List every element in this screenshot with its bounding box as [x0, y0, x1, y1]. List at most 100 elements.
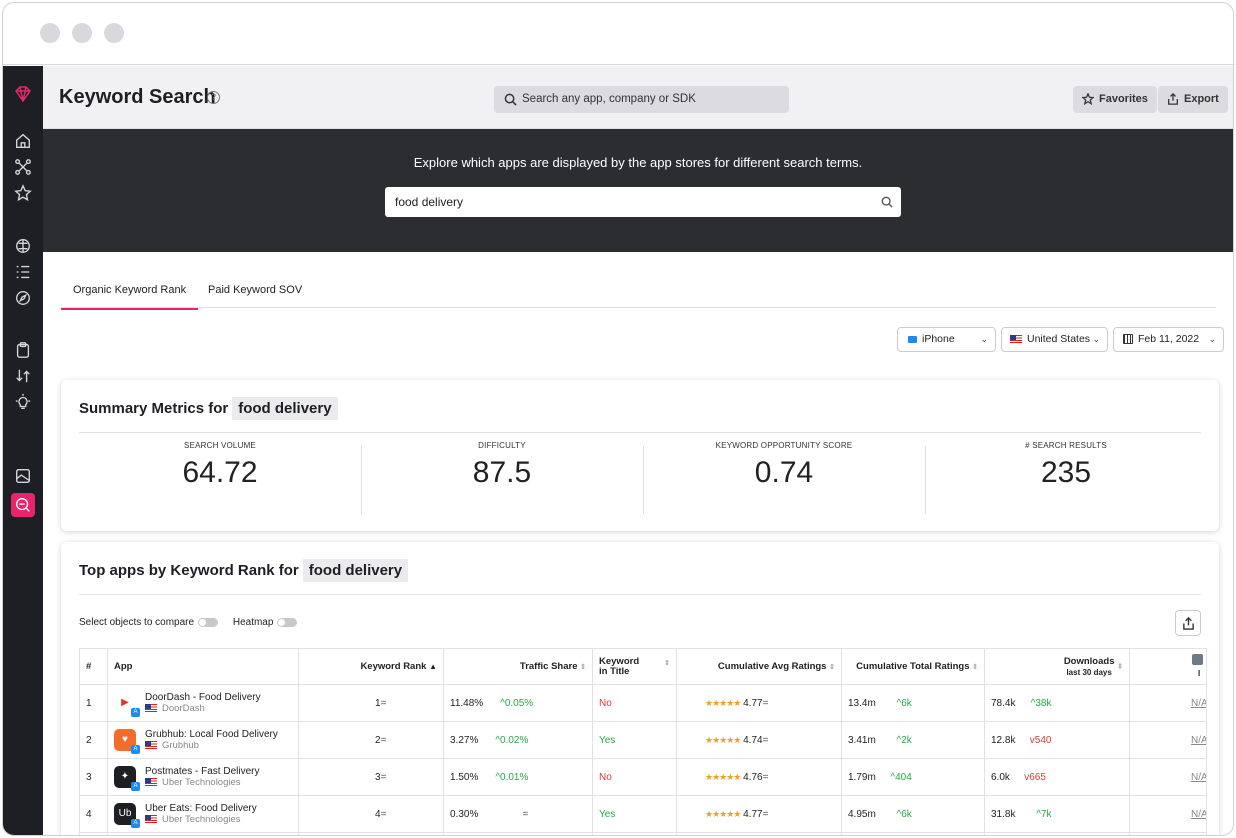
col-header-sublabel: last 30 days: [1066, 667, 1112, 677]
compare-toggle[interactable]: [198, 617, 219, 627]
avg-rating: 4.77: [743, 697, 763, 709]
search-icon[interactable]: [881, 196, 893, 208]
col-header-total-ratings[interactable]: Cumulative Total Ratings ⇕: [841, 648, 985, 685]
extra-cell[interactable]: N/A: [1129, 721, 1207, 759]
divider: [79, 594, 1201, 595]
global-search-input[interactable]: Search any app, company or SDK: [494, 86, 789, 113]
favorites-button[interactable]: Favorites: [1073, 86, 1157, 113]
network-icon[interactable]: [11, 155, 35, 179]
app-developer[interactable]: Grubhub: [162, 740, 199, 751]
compare-icon[interactable]: [11, 364, 35, 388]
col-header-keyword-rank[interactable]: Keyword Rank ▲: [298, 648, 444, 685]
downloads-cell: [984, 832, 1130, 835]
sort-icon: ⇕: [580, 664, 586, 671]
app-name[interactable]: DoorDash - Food Delivery: [145, 692, 261, 703]
app-developer[interactable]: DoorDash: [162, 703, 205, 714]
date-select[interactable]: Feb 11, 2022 ⌄: [1113, 327, 1224, 352]
traffic-share-cell: [443, 832, 593, 835]
traffic-share-cell: 11.48% ^0.05%: [443, 684, 593, 722]
device-select[interactable]: iPhone ⌄: [897, 327, 996, 352]
app-name[interactable]: Uber Eats: Food Delivery: [145, 803, 257, 814]
brain-icon[interactable]: [11, 234, 35, 258]
country-select[interactable]: United States ⌄: [1001, 327, 1108, 352]
keyword-search-input[interactable]: food delivery: [385, 187, 901, 217]
rating-change: =: [762, 771, 769, 783]
window-minimize-dot[interactable]: [72, 23, 92, 43]
top-apps-card: Top apps by Keyword Rank for food deliver…: [61, 542, 1219, 835]
col-header-sublabel: l: [1198, 669, 1201, 678]
app-cell[interactable]: ▶ A DoorDash - Food Delivery DoorDash: [107, 684, 299, 722]
export-label: Export: [1184, 93, 1219, 105]
traffic-share: 3.27%: [450, 734, 479, 746]
home-icon[interactable]: [11, 129, 35, 153]
tab-organic-keyword-rank[interactable]: Organic Keyword Rank: [61, 284, 199, 310]
global-search-placeholder: Search any app, company or SDK: [522, 93, 696, 105]
app-cell[interactable]: ✦ A Postmates - Fast Delivery Uber Technolo…: [107, 758, 299, 796]
app-developer[interactable]: Uber Technologies: [162, 777, 241, 788]
page-title: Keyword Search: [59, 86, 216, 108]
app-store-icon: A: [131, 782, 140, 791]
chevron-down-icon: ⌄: [1092, 334, 1100, 344]
table-row[interactable]: [79, 832, 1207, 835]
extra-cell[interactable]: N/A: [1129, 684, 1207, 722]
window-close-dot[interactable]: [40, 23, 60, 43]
keyword-rank-cell: [298, 832, 444, 835]
lightbulb-icon[interactable]: [11, 390, 35, 414]
image-icon[interactable]: [11, 464, 35, 488]
sort-icon: ⇕: [1117, 663, 1123, 670]
chevron-right-icon[interactable]: [1192, 654, 1203, 665]
table-row[interactable]: 3 ✦ A Postmates - Fast Delivery Uber Technol…: [79, 758, 1207, 796]
tab-paid-keyword-sov[interactable]: Paid Keyword SOV: [208, 284, 303, 296]
star-icon[interactable]: [11, 181, 35, 205]
table-export-button[interactable]: [1175, 610, 1201, 636]
total-ratings-cell: 4.95m ^6k: [841, 795, 985, 833]
rating-stars-icon: ★★★★★: [705, 771, 741, 782]
avg-ratings-cell: [676, 832, 842, 835]
extra-cell[interactable]: N/A: [1129, 758, 1207, 796]
keyword-search-icon[interactable]: [11, 493, 35, 517]
avg-ratings-cell: ★★★★★ 4.77 =: [676, 684, 842, 722]
app-name[interactable]: Grubhub: Local Food Delivery: [145, 729, 278, 740]
col-header-app[interactable]: App: [107, 648, 299, 685]
calendar-icon: [1123, 334, 1133, 345]
hero-banner: Explore which apps are displayed by the …: [43, 129, 1233, 252]
row-num: [79, 832, 108, 835]
keyword-rank-cell: 1 =: [298, 684, 444, 722]
table-row[interactable]: 2 ♥ A Grubhub: Local Food Delivery Grubhub 2 =…: [79, 721, 1207, 759]
total-change: ^404: [890, 771, 912, 783]
logo-icon[interactable]: [11, 82, 35, 106]
col-header-downloads[interactable]: Downloads last 30 days ⇕: [984, 648, 1130, 685]
col-header-avg-ratings[interactable]: Cumulative Avg Ratings ⇕: [676, 648, 842, 685]
traffic-share: 11.48%: [450, 697, 484, 709]
metric-value: 87.5: [472, 456, 532, 489]
list-icon[interactable]: [11, 260, 35, 284]
downloads: 12.8k: [991, 734, 1016, 746]
app-name[interactable]: Postmates - Fast Delivery: [145, 766, 260, 777]
app-cell[interactable]: Ub A Uber Eats: Food Delivery Uber Technolo…: [107, 795, 299, 833]
app-developer[interactable]: Uber Technologies: [162, 814, 241, 825]
keyword-in-title: No: [592, 758, 677, 796]
metric-opportunity-score: KEYWORD OPPORTUNITY SCORE 0.74: [643, 441, 925, 490]
heatmap-toggle[interactable]: [277, 617, 298, 627]
compass-icon[interactable]: [11, 286, 35, 310]
sidebar: [3, 66, 43, 835]
table-row[interactable]: 4 Ub A Uber Eats: Food Delivery Uber Technol…: [79, 795, 1207, 833]
clipboard-icon[interactable]: [11, 338, 35, 362]
col-header-keyword-in-title[interactable]: Keyword in Title ⇕: [592, 648, 677, 685]
hero-description: Explore which apps are displayed by the …: [413, 155, 863, 170]
share-icon: [1183, 617, 1194, 630]
help-icon[interactable]: ?: [207, 91, 220, 104]
extra-cell[interactable]: N/A: [1129, 795, 1207, 833]
window-maximize-dot[interactable]: [104, 23, 124, 43]
app-cell[interactable]: ♥ A Grubhub: Local Food Delivery Grubhub: [107, 721, 299, 759]
row-num: 2: [79, 721, 108, 759]
col-header-extra[interactable]: l: [1129, 648, 1207, 685]
traffic-share: 1.50%: [450, 771, 479, 783]
top-apps-keyword: food delivery: [302, 559, 409, 582]
export-button[interactable]: Export: [1158, 86, 1228, 113]
total-ratings: 13.4m: [848, 697, 876, 709]
total-change: ^6k: [896, 808, 912, 820]
table-row[interactable]: 1 ▶ A DoorDash - Food Delivery DoorDash 1 = 11.…: [79, 684, 1207, 722]
us-flag-icon: [145, 741, 157, 750]
col-header-traffic-share[interactable]: Traffic Share ⇕: [443, 648, 593, 685]
